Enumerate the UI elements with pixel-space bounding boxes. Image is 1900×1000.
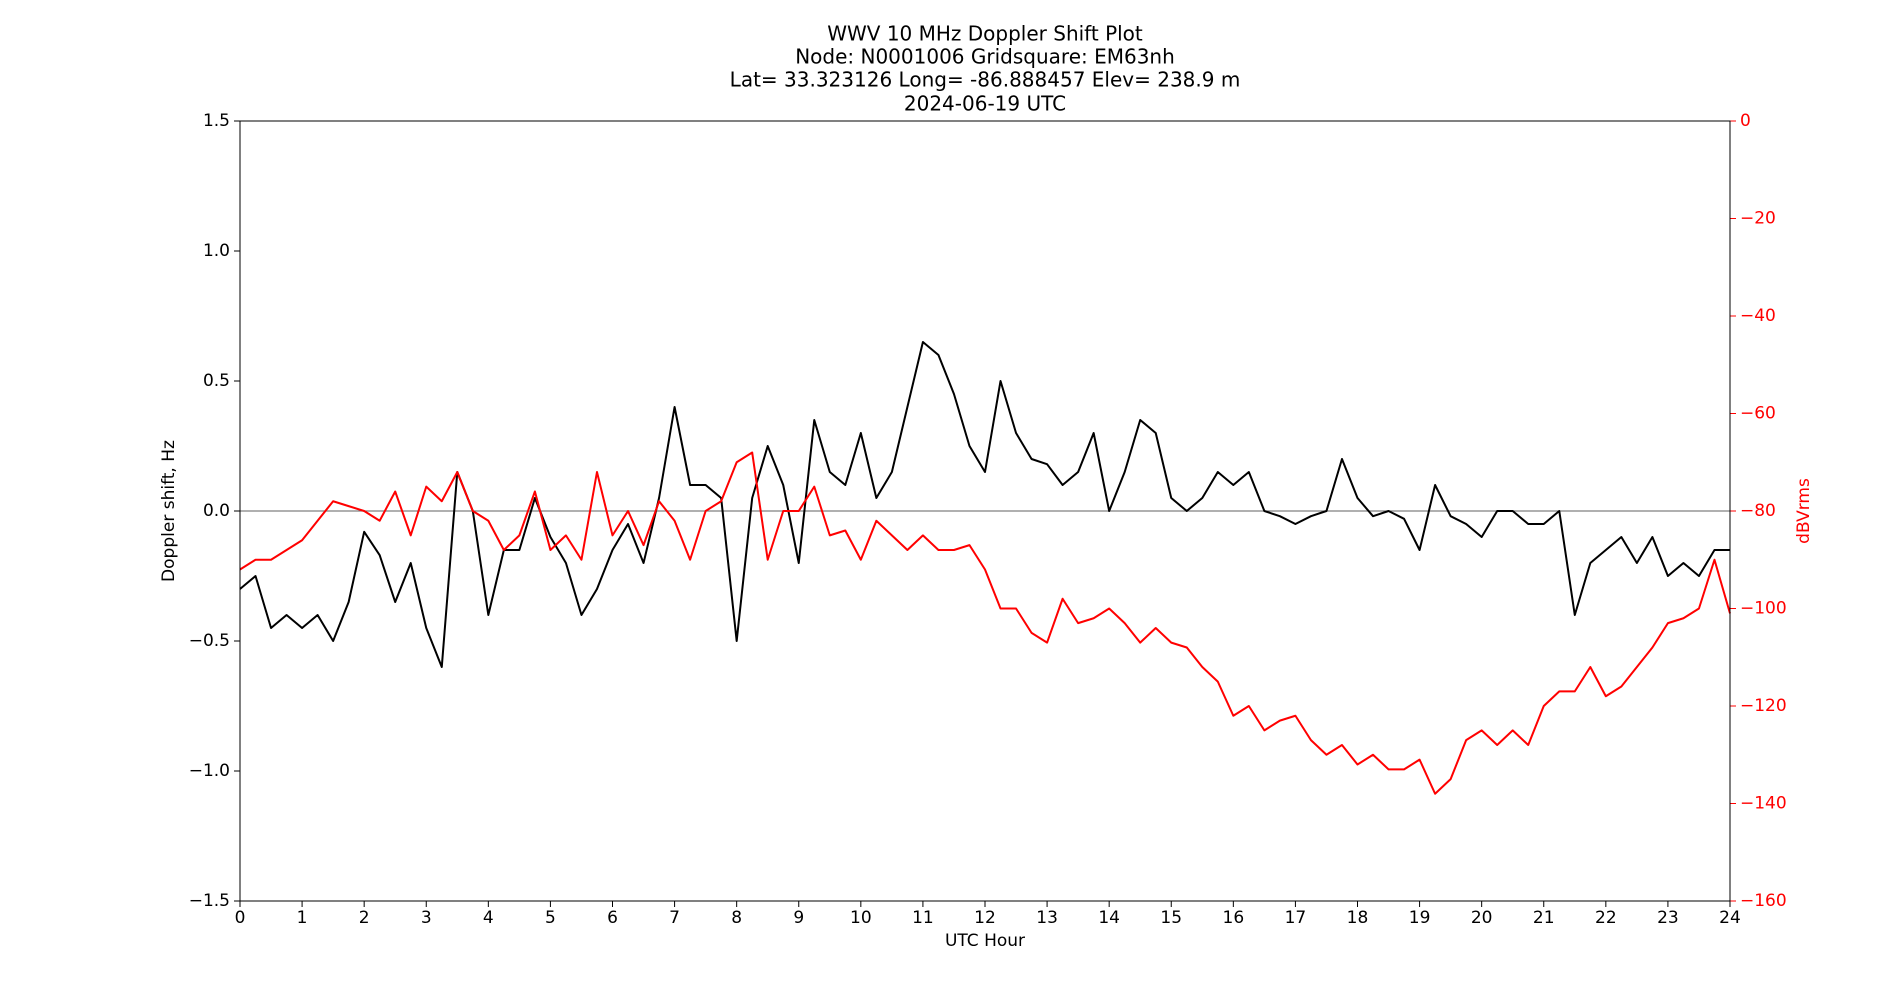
x-tick-label: 1: [297, 908, 308, 928]
y2-axis-label: dBVrms: [1794, 478, 1814, 544]
y-tick-label: −1.5: [189, 891, 230, 911]
x-tick-label: 5: [545, 908, 556, 928]
y2-tick-label: −140: [1740, 794, 1787, 814]
x-tick-label: 17: [1285, 908, 1307, 928]
x-tick-label: 19: [1409, 908, 1431, 928]
y2-tick-label: −20: [1740, 209, 1776, 229]
chart-title: WWV 10 MHz Doppler Shift Plot: [827, 22, 1143, 46]
x-tick-label: 6: [607, 908, 618, 928]
data-line: [239, 451, 1731, 795]
x-tick-label: 13: [1036, 908, 1058, 928]
y-tick-label: 1.0: [203, 241, 230, 261]
x-tick-label: 24: [1719, 908, 1741, 928]
y2-tick-label: −120: [1740, 696, 1787, 716]
y2-tick-label: −80: [1740, 501, 1776, 521]
x-tick-label: 23: [1657, 908, 1679, 928]
x-tick-label: 7: [669, 908, 680, 928]
x-tick-label: 12: [974, 908, 996, 928]
x-tick-label: 20: [1471, 908, 1493, 928]
y2-tick-label: −60: [1740, 404, 1776, 424]
x-tick-label: 2: [359, 908, 370, 928]
y-axis-label: Doppler shift, Hz: [159, 440, 179, 582]
y-tick-label: 0.0: [203, 501, 230, 521]
y2-tick-label: −100: [1740, 599, 1787, 619]
chart-title: Node: N0001006 Gridsquare: EM63nh: [795, 45, 1175, 69]
x-tick-label: 4: [483, 908, 494, 928]
x-tick-label: 21: [1533, 908, 1555, 928]
x-tick-label: 3: [421, 908, 432, 928]
data-line: [239, 341, 1730, 668]
y-tick-label: 0.5: [203, 371, 230, 391]
x-tick-label: 11: [912, 908, 934, 928]
x-tick-label: 8: [731, 908, 742, 928]
chart-title: 2024-06-19 UTC: [904, 92, 1066, 116]
x-tick-label: 16: [1223, 908, 1245, 928]
x-tick-label: 0: [235, 908, 246, 928]
y2-tick-label: −160: [1740, 891, 1787, 911]
x-tick-label: 22: [1595, 908, 1617, 928]
y2-tick-label: 0: [1740, 111, 1751, 131]
y2-tick-label: −40: [1740, 306, 1776, 326]
x-tick-label: 15: [1160, 908, 1182, 928]
x-axis-label: UTC Hour: [945, 931, 1025, 951]
x-tick-label: 10: [850, 908, 872, 928]
y-tick-label: −1.0: [189, 761, 230, 781]
x-tick-label: 18: [1347, 908, 1369, 928]
y-tick-label: −0.5: [189, 631, 230, 651]
y-tick-label: 1.5: [203, 111, 230, 131]
x-tick-label: 14: [1098, 908, 1120, 928]
x-tick-label: 9: [793, 908, 804, 928]
chart-title: Lat= 33.323126 Long= -86.888457 Elev= 23…: [730, 68, 1241, 92]
